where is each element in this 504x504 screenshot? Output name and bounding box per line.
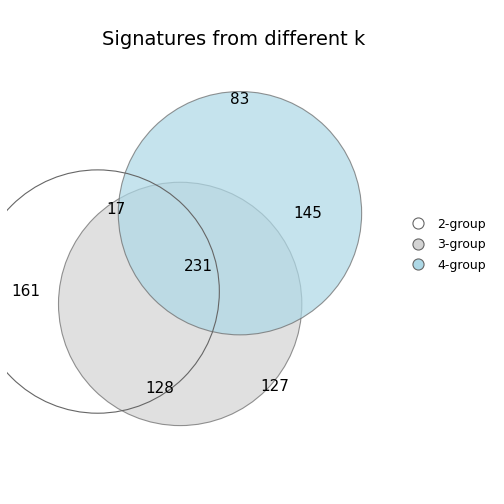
Legend: 2-group, 3-group, 4-group: 2-group, 3-group, 4-group (403, 215, 488, 274)
Text: 145: 145 (293, 206, 323, 221)
Circle shape (58, 182, 302, 425)
Circle shape (118, 92, 362, 335)
Text: 128: 128 (145, 381, 174, 396)
Text: 17: 17 (107, 202, 126, 217)
Text: 161: 161 (11, 284, 40, 299)
Title: Signatures from different k: Signatures from different k (102, 30, 365, 49)
Text: 127: 127 (261, 379, 289, 394)
Text: 231: 231 (184, 259, 213, 274)
Text: 83: 83 (230, 92, 249, 107)
